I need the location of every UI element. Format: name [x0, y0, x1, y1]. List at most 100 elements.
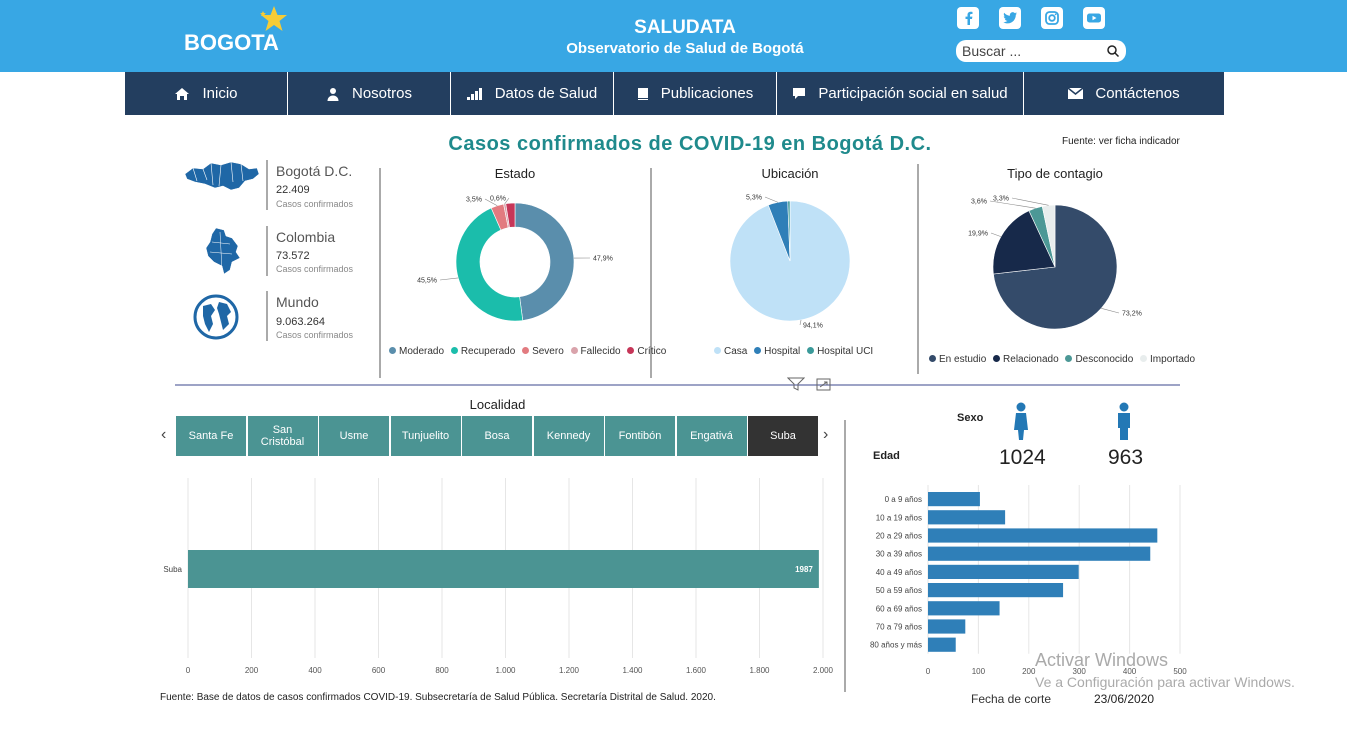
localidad-tabs: Santa Fe San Cristóbal Usme Tunjuelito B…	[176, 416, 820, 456]
leader-line	[439, 277, 459, 281]
pie-slice[interactable]	[992, 210, 1056, 275]
x-tick-label: 400	[1123, 667, 1137, 676]
bar[interactable]	[928, 601, 1000, 616]
leader-line	[1011, 197, 1049, 206]
legend-label: En estudio	[939, 354, 987, 365]
tab-san-cristobal[interactable]: San Cristóbal	[247, 416, 318, 456]
facebook-icon[interactable]	[957, 7, 979, 29]
contagio-legend: En estudio Relacionado Desconocido Impor…	[925, 354, 1195, 365]
x-tick-label: 1.600	[686, 666, 707, 675]
y-category-label: 30 a 39 años	[876, 550, 922, 559]
windows-watermark-title: Activar Windows	[1035, 650, 1169, 670]
y-category-label: 10 a 19 años	[876, 513, 922, 522]
chevron-right-icon[interactable]: ›	[823, 426, 829, 443]
x-tick-label: 400	[308, 666, 322, 675]
leader-line	[484, 198, 498, 206]
x-tick-label: 1.200	[559, 666, 580, 675]
localidad-bar-chart[interactable]: 0 200 400 600 800 1.000 1.200 1.400 1.600 1.800 2.…	[150, 470, 840, 680]
legend-swatch	[993, 355, 1001, 362]
bar[interactable]	[928, 619, 966, 634]
bar[interactable]	[928, 528, 1158, 543]
bar[interactable]	[928, 492, 980, 507]
legend-swatch	[450, 347, 458, 354]
leader-line	[504, 197, 510, 205]
nav-item-contactenos[interactable]: Contáctenos	[1024, 72, 1224, 115]
nav-item-publicaciones[interactable]: Publicaciones	[614, 72, 777, 115]
divider	[917, 164, 919, 374]
legend-swatch	[389, 347, 396, 354]
pie-slice[interactable]	[1041, 204, 1056, 268]
legend-swatch	[807, 347, 815, 354]
data-label: 47,9%	[593, 256, 613, 263]
legend-label: Importado	[1150, 354, 1196, 365]
sexo-label: Sexo	[957, 412, 984, 424]
tab-usme[interactable]: Usme	[319, 416, 389, 456]
nav-item-participacion-social[interactable]: Participación social en salud	[777, 72, 1024, 115]
instagram-icon[interactable]	[1041, 7, 1063, 29]
y-category-label: 20 a 29 años	[876, 532, 922, 541]
source-link[interactable]: Fuente: ver ficha indicador	[1062, 136, 1180, 147]
pie-slice[interactable]	[787, 200, 791, 262]
edad-bar-chart[interactable]: 0 100 200 300 400 500 0 a 9 años 10 a 19 años 20…	[860, 485, 1190, 685]
x-tick-label: 2.000	[813, 666, 834, 675]
divider	[266, 226, 268, 276]
tab-fontibon[interactable]: Fontibón	[605, 416, 675, 456]
x-tick-label: 300	[1073, 667, 1087, 676]
bogota-logo[interactable]: BOGOTA	[184, 30, 279, 55]
bar[interactable]	[188, 550, 819, 588]
tab-suba[interactable]: Suba	[748, 416, 818, 456]
y-category-label: 0 a 9 años	[885, 495, 922, 504]
pie-slice[interactable]	[514, 202, 575, 321]
leader-line	[989, 200, 1036, 209]
ubicacion-pie-chart[interactable]: 94,1% 5,3%	[670, 185, 910, 340]
female-count: 1024	[999, 446, 1046, 469]
edad-label: Edad	[873, 450, 900, 462]
nav-item-nosotros[interactable]: Nosotros	[288, 72, 451, 115]
youtube-icon[interactable]	[1083, 7, 1105, 29]
pie-slice[interactable]	[455, 207, 524, 322]
chart-title: Ubicación	[761, 166, 819, 181]
tab-kennedy[interactable]: Kennedy	[533, 416, 604, 456]
twitter-icon[interactable]	[999, 7, 1021, 29]
nav-item-datos-de-salud[interactable]: Datos de Salud	[451, 72, 614, 115]
bar[interactable]	[928, 583, 1064, 598]
tab-santa-fe[interactable]: Santa Fe	[176, 416, 246, 456]
tab-tunjuelito[interactable]: Tunjuelito	[390, 416, 461, 456]
bar[interactable]	[928, 564, 1079, 579]
search-icon[interactable]	[1106, 44, 1120, 58]
chevron-left-icon[interactable]: ‹	[161, 426, 167, 443]
location-sub: Casos confirmados	[276, 330, 354, 340]
focus-mode-icon[interactable]	[816, 378, 831, 391]
bar[interactable]	[928, 546, 1151, 561]
x-tick-label: 100	[972, 667, 986, 676]
legend-swatch	[522, 347, 530, 354]
estado-donut-chart[interactable]: 47,9% 45,5% 3,5% 0,6%	[400, 185, 640, 340]
x-tick-label: 1.000	[495, 666, 516, 675]
pie-slice[interactable]	[505, 202, 516, 228]
tab-bosa[interactable]: Bosa	[462, 416, 532, 456]
nav-item-inicio[interactable]: Inicio	[125, 72, 288, 115]
leader-line	[799, 319, 802, 326]
bar-value-label: 1987	[795, 565, 813, 574]
filter-icon[interactable]	[787, 377, 805, 391]
tipo-contagio-pie-chart[interactable]: 73,2% 19,9% 3,6% 3,3%	[935, 185, 1175, 340]
site-subtitle: Observatorio de Salud de Bogotá	[566, 40, 804, 57]
home-icon	[175, 87, 190, 100]
legend-swatch	[1140, 355, 1148, 362]
leader-line	[990, 232, 1002, 237]
site-header: BOGOTA SALUDATA Observatorio de Salud de…	[0, 0, 1347, 72]
nav-label: Datos de Salud	[494, 85, 598, 102]
data-label: 73,2%	[1122, 311, 1142, 318]
data-label: 3,6%	[971, 199, 987, 206]
star-icon	[260, 6, 287, 31]
female-icon	[1014, 402, 1028, 440]
estado-legend: Moderado Recuperado Severo Fallecido Crí…	[385, 346, 666, 357]
tab-engativa[interactable]: Engativá	[676, 416, 747, 456]
bar-signal-icon	[466, 87, 482, 100]
footnote: Fuente: Base de datos de casos confirmad…	[160, 692, 716, 703]
search-box[interactable]	[956, 40, 1126, 62]
male-count: 963	[1108, 446, 1144, 469]
bar[interactable]	[928, 510, 1006, 525]
bar[interactable]	[928, 637, 956, 652]
search-input[interactable]	[962, 42, 1102, 60]
